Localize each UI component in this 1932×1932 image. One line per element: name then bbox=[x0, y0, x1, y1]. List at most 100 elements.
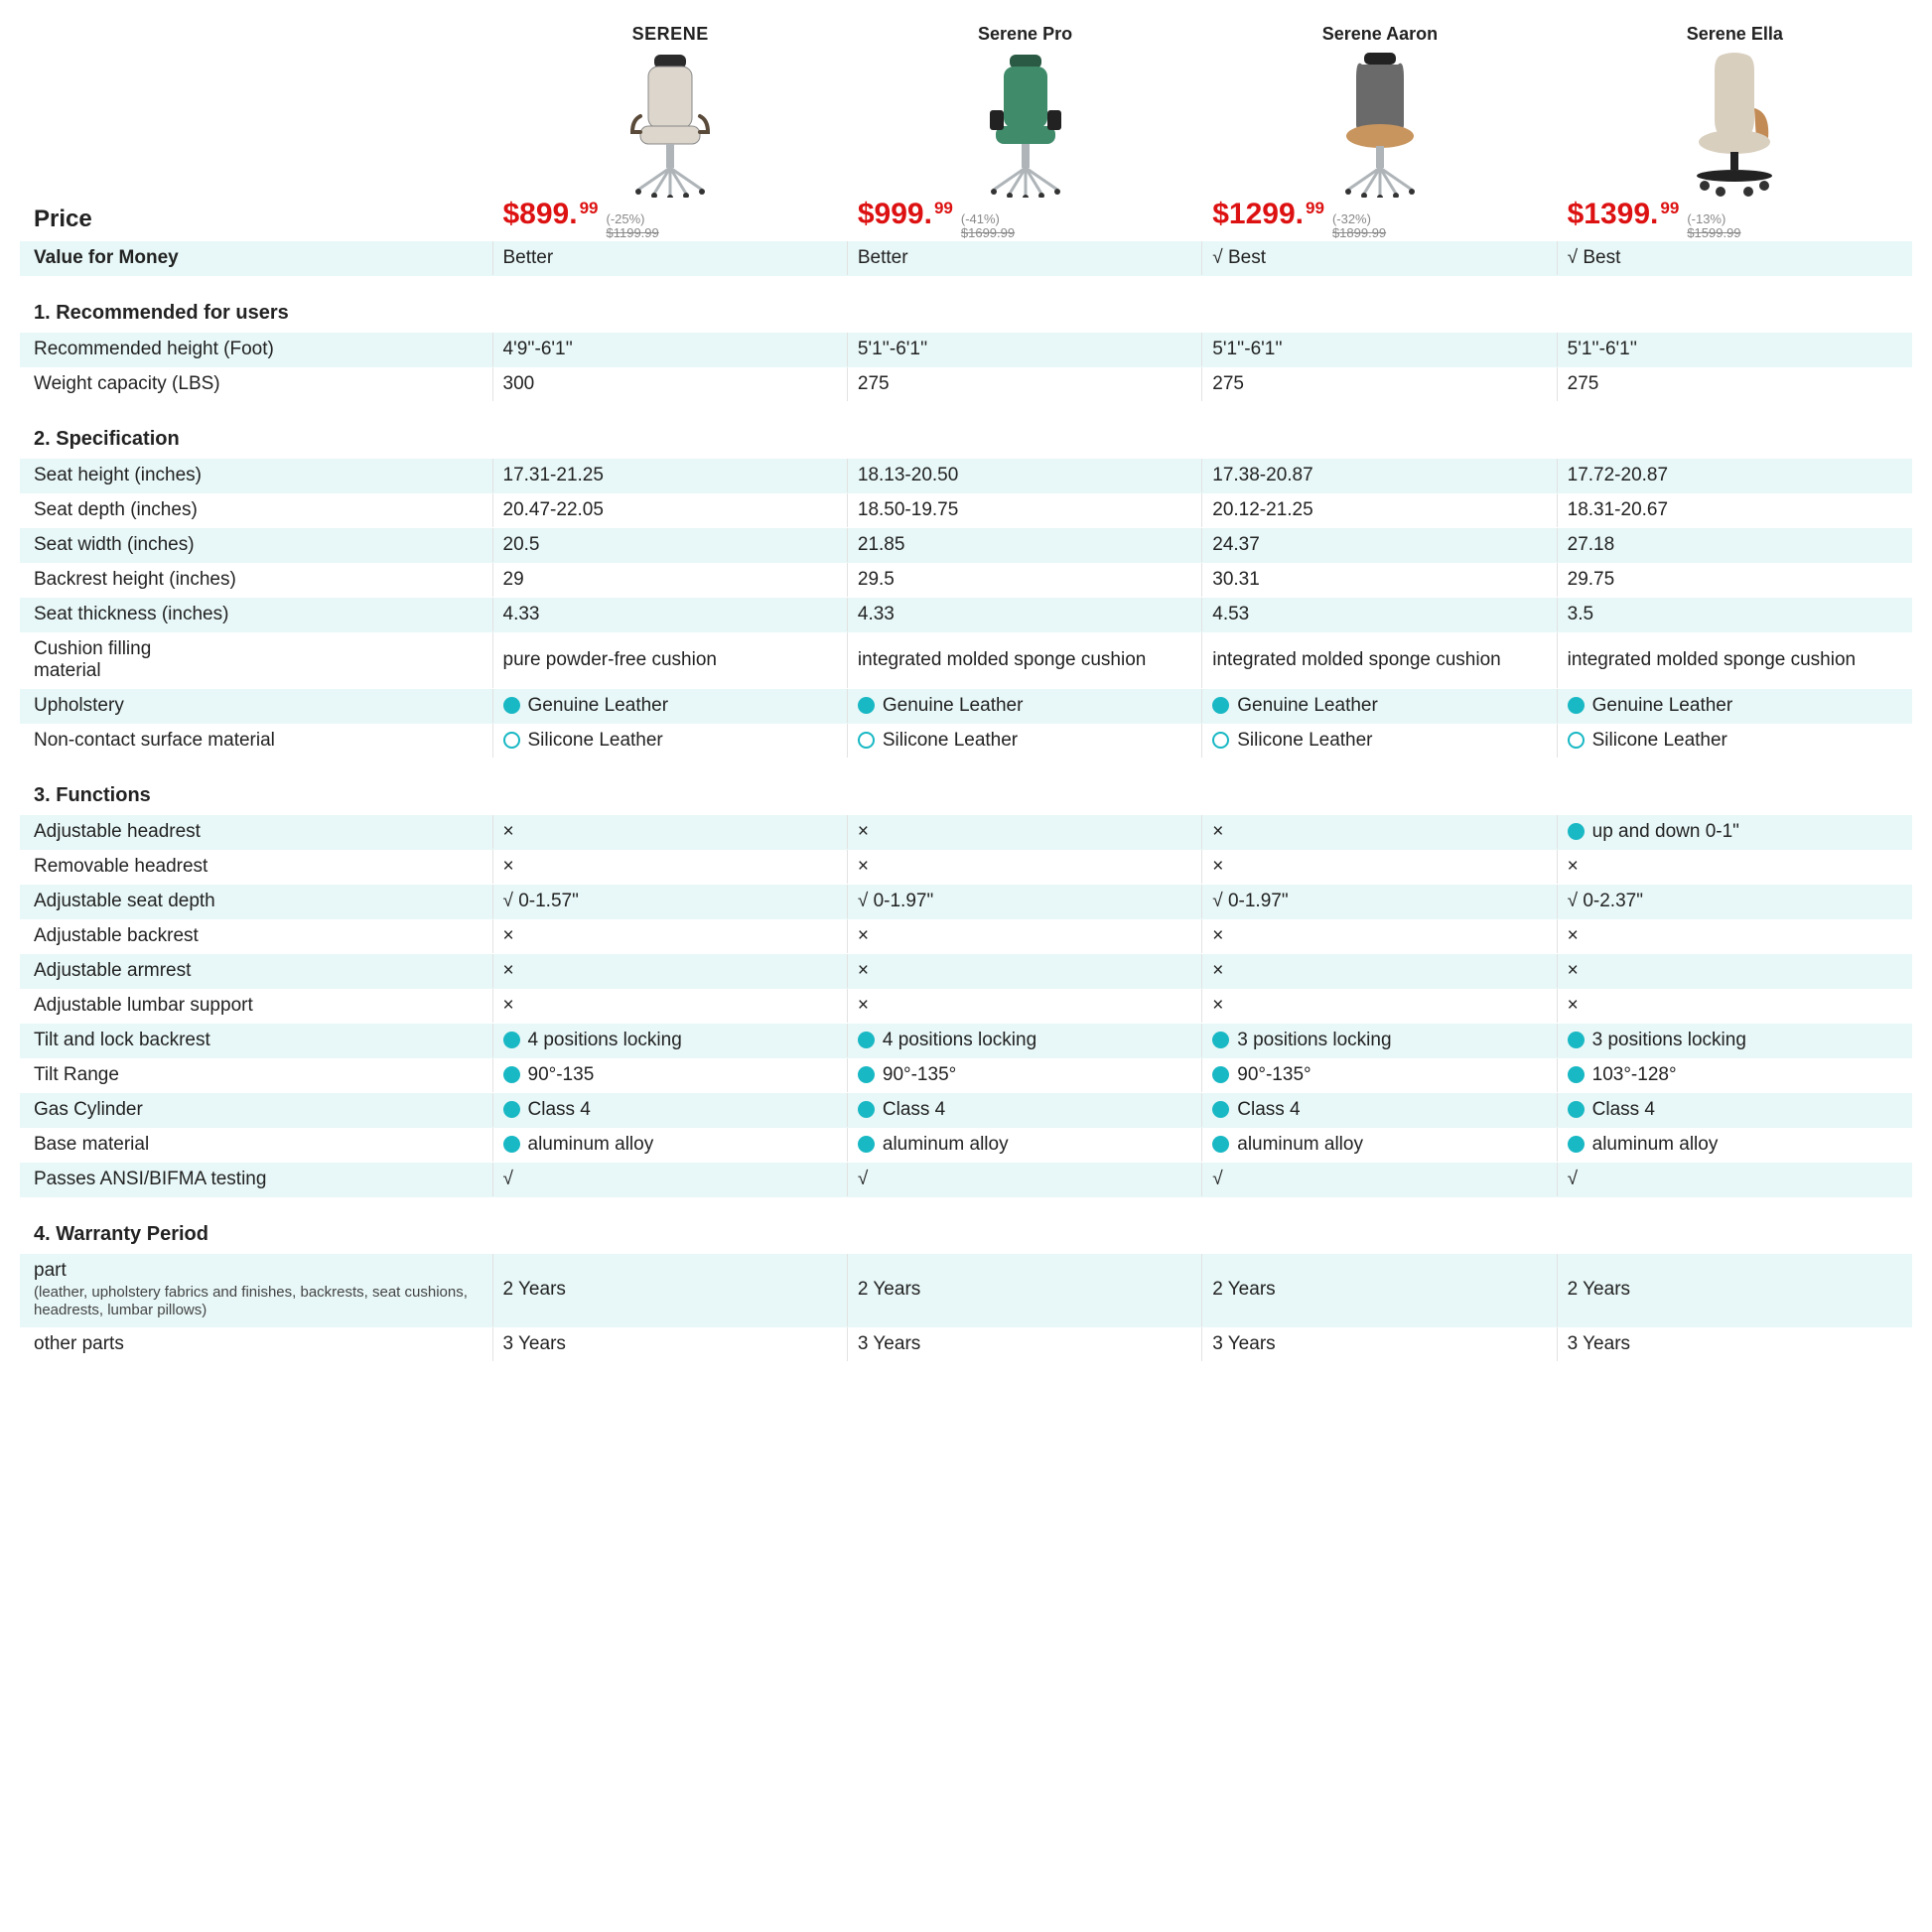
row-value: × bbox=[1202, 919, 1557, 953]
table-row: Tilt and lock backrest4 positions lockin… bbox=[20, 1024, 1912, 1058]
product-header: Serene Aaron bbox=[1202, 20, 1557, 198]
row-value: pure powder-free cushion bbox=[493, 632, 848, 688]
row-value: × bbox=[1558, 989, 1912, 1023]
product-header-row: SERENE S bbox=[20, 20, 1912, 198]
row-value: Genuine Leather bbox=[493, 689, 848, 723]
row-value: √ bbox=[848, 1163, 1202, 1196]
row-value: integrated molded sponge cushion bbox=[1558, 632, 1912, 688]
row-value: × bbox=[493, 815, 848, 849]
row-value: 29 bbox=[493, 563, 848, 597]
row-value: √ 0-1.97" bbox=[1202, 885, 1557, 918]
row-label: Base material bbox=[20, 1128, 493, 1162]
row-value: Silicone Leather bbox=[848, 724, 1202, 758]
row-value: 5'1''-6'1'' bbox=[848, 333, 1202, 366]
row-value: 3 Years bbox=[1202, 1327, 1557, 1361]
table-row: Adjustable headrest×××up and down 0-1" bbox=[20, 815, 1912, 850]
price-cell: $999.99 (-41%) $1699.99 bbox=[848, 198, 1202, 241]
dot-hollow-icon bbox=[1568, 732, 1585, 749]
row-label: Adjustable lumbar support bbox=[20, 989, 493, 1023]
product-image bbox=[1315, 49, 1445, 198]
price-main: $1399. bbox=[1568, 198, 1659, 231]
dot-solid-icon bbox=[1212, 697, 1229, 714]
row-value: 3 positions locking bbox=[1202, 1024, 1557, 1057]
row-value: 275 bbox=[848, 367, 1202, 401]
row-value: integrated molded sponge cushion bbox=[1202, 632, 1557, 688]
row-label: Upholstery bbox=[20, 689, 493, 723]
row-value: 21.85 bbox=[848, 528, 1202, 562]
row-label: Adjustable headrest bbox=[20, 815, 493, 849]
price-discount: (-13%) bbox=[1687, 212, 1725, 226]
table-row: other parts3 Years3 Years3 Years3 Years bbox=[20, 1327, 1912, 1362]
value-row: Value for Money Better Better √ Best √ B… bbox=[20, 241, 1912, 276]
dot-solid-icon bbox=[503, 1032, 520, 1048]
row-value: × bbox=[1202, 815, 1557, 849]
row-value: √ bbox=[1558, 1163, 1912, 1196]
row-value: 2 Years bbox=[493, 1254, 848, 1327]
price-main: $899. bbox=[503, 198, 578, 231]
row-value: integrated molded sponge cushion bbox=[848, 632, 1202, 688]
row-value: × bbox=[1202, 850, 1557, 884]
dot-solid-icon bbox=[1212, 1101, 1229, 1118]
dot-solid-icon bbox=[1568, 823, 1585, 840]
table-row: Adjustable armrest×××× bbox=[20, 954, 1912, 989]
dot-solid-icon bbox=[858, 1101, 875, 1118]
table-row: part(leather, upholstery fabrics and fin… bbox=[20, 1254, 1912, 1328]
row-value: × bbox=[848, 989, 1202, 1023]
dot-hollow-icon bbox=[503, 732, 520, 749]
price-cents: 99 bbox=[1660, 199, 1679, 218]
dot-solid-icon bbox=[503, 1136, 520, 1153]
product-name: Serene Pro bbox=[978, 24, 1072, 45]
table-row: UpholsteryGenuine LeatherGenuine Leather… bbox=[20, 689, 1912, 724]
row-label: part(leather, upholstery fabrics and fin… bbox=[20, 1254, 493, 1327]
table-row: Passes ANSI/BIFMA testing√√√√ bbox=[20, 1163, 1912, 1197]
row-value: 18.31-20.67 bbox=[1558, 493, 1912, 527]
price-discount: (-41%) bbox=[961, 212, 1000, 226]
row-value: × bbox=[1202, 954, 1557, 988]
row-value: Silicone Leather bbox=[493, 724, 848, 758]
row-value: √ bbox=[1202, 1163, 1557, 1196]
dot-solid-icon bbox=[1568, 1136, 1585, 1153]
row-value: × bbox=[1202, 989, 1557, 1023]
row-label: Adjustable backrest bbox=[20, 919, 493, 953]
row-label: Value for Money bbox=[20, 241, 493, 275]
row-value: 20.12-21.25 bbox=[1202, 493, 1557, 527]
row-value: × bbox=[1558, 850, 1912, 884]
row-label: Tilt Range bbox=[20, 1058, 493, 1092]
row-value: × bbox=[1558, 919, 1912, 953]
table-row: Cushion filling materialpure powder-free… bbox=[20, 632, 1912, 689]
table-row: Seat width (inches)20.521.8524.3727.18 bbox=[20, 528, 1912, 563]
row-value: 300 bbox=[493, 367, 848, 401]
row-value: 29.75 bbox=[1558, 563, 1912, 597]
row-value: Genuine Leather bbox=[1202, 689, 1557, 723]
sections-container: 1. Recommended for usersRecommended heig… bbox=[20, 276, 1912, 1363]
row-value: 90°-135 bbox=[493, 1058, 848, 1092]
dot-solid-icon bbox=[1568, 1032, 1585, 1048]
price-cell: $899.99 (-25%) $1199.99 bbox=[493, 198, 848, 241]
row-label: other parts bbox=[20, 1327, 493, 1361]
product-image bbox=[961, 49, 1090, 198]
row-value: 275 bbox=[1558, 367, 1912, 401]
dot-solid-icon bbox=[1212, 1032, 1229, 1048]
row-value: √ Best bbox=[1558, 241, 1912, 275]
row-value: × bbox=[848, 919, 1202, 953]
dot-hollow-icon bbox=[1212, 732, 1229, 749]
table-row: Adjustable lumbar support×××× bbox=[20, 989, 1912, 1024]
row-label: Non-contact surface material bbox=[20, 724, 493, 758]
dot-solid-icon bbox=[858, 1136, 875, 1153]
row-label: Cushion filling material bbox=[20, 632, 493, 688]
table-row: Gas CylinderClass 4Class 4Class 4Class 4 bbox=[20, 1093, 1912, 1128]
section-header: 1. Recommended for users bbox=[20, 276, 1912, 333]
product-header: SERENE bbox=[493, 20, 848, 198]
product-image bbox=[606, 49, 735, 198]
section-header: 3. Functions bbox=[20, 759, 1912, 815]
price-discount: (-32%) bbox=[1332, 212, 1371, 226]
dot-solid-icon bbox=[1568, 697, 1585, 714]
row-value: × bbox=[493, 954, 848, 988]
row-value: 3 Years bbox=[848, 1327, 1202, 1361]
table-row: Weight capacity (LBS)300275275275 bbox=[20, 367, 1912, 402]
row-value: aluminum alloy bbox=[848, 1128, 1202, 1162]
row-value: 30.31 bbox=[1202, 563, 1557, 597]
table-row: Recommended height (Foot)4'9''-6'1''5'1'… bbox=[20, 333, 1912, 367]
row-value: aluminum alloy bbox=[1558, 1128, 1912, 1162]
row-value: 20.47-22.05 bbox=[493, 493, 848, 527]
